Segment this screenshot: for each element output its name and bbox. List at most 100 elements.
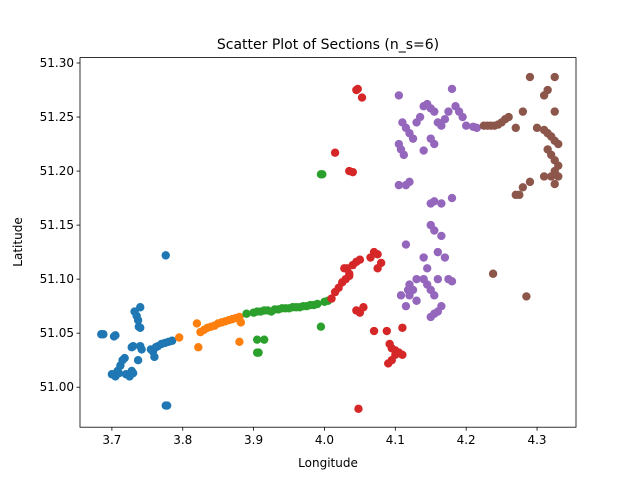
data-point	[437, 121, 446, 130]
data-point	[405, 177, 414, 187]
data-point	[458, 112, 467, 122]
data-point	[242, 309, 251, 318]
data-point	[398, 350, 407, 359]
data-point	[515, 190, 524, 200]
data-point	[550, 107, 559, 116]
data-point	[461, 121, 471, 130]
x-axis-label: Longitude	[298, 456, 358, 470]
data-point	[260, 335, 269, 344]
x-tick-label: 3.9	[244, 433, 263, 447]
data-point	[447, 193, 457, 203]
data-point	[128, 368, 138, 378]
data-point	[525, 72, 535, 82]
data-point	[447, 277, 457, 286]
data-point	[133, 355, 143, 365]
data-point	[437, 199, 446, 208]
data-point	[354, 404, 363, 414]
points-layer	[97, 72, 563, 414]
data-point	[150, 352, 159, 362]
data-point	[136, 303, 145, 312]
data-point	[192, 319, 202, 328]
data-point	[114, 368, 124, 378]
data-point	[472, 123, 481, 133]
data-point	[327, 294, 336, 303]
data-point	[488, 269, 498, 278]
data-point	[99, 330, 108, 339]
data-point	[522, 292, 531, 301]
data-point	[437, 301, 446, 311]
x-tick-label: 3.8	[173, 433, 192, 447]
data-point	[162, 401, 172, 410]
x-tick-label: 3.7	[102, 433, 121, 447]
data-point	[316, 322, 326, 331]
data-point	[419, 146, 428, 155]
data-point	[373, 250, 382, 259]
y-tick-label: 51.10	[40, 272, 74, 286]
data-point	[318, 170, 327, 179]
data-point	[161, 251, 170, 260]
data-point	[194, 343, 203, 352]
y-tick-label: 51.05	[40, 326, 74, 340]
y-tick-label: 51.20	[40, 164, 74, 178]
x-tick-label: 4.2	[457, 433, 476, 447]
data-point	[133, 316, 143, 325]
data-point	[532, 123, 542, 133]
data-point	[511, 123, 520, 133]
data-point	[412, 274, 421, 284]
data-point	[394, 91, 404, 100]
x-tick-label: 4.3	[527, 433, 546, 447]
data-point	[236, 318, 246, 327]
data-point	[355, 255, 365, 264]
plot-frame	[79, 57, 577, 428]
data-point	[382, 326, 392, 336]
x-axis-ticks: 3.7 3.8 3.9 4.0 4.1 4.2 4.3	[102, 427, 547, 447]
data-point	[120, 353, 129, 363]
data-point	[433, 274, 443, 284]
data-point	[348, 167, 357, 177]
data-point	[254, 348, 263, 357]
x-tick-label: 4.0	[315, 433, 334, 447]
data-point	[547, 172, 556, 181]
data-point	[376, 258, 386, 268]
data-point	[430, 197, 439, 206]
data-point	[430, 107, 439, 116]
y-tick-label: 51.25	[40, 110, 74, 124]
data-point	[401, 301, 411, 311]
data-point	[440, 253, 450, 262]
data-point	[525, 177, 535, 187]
data-point	[444, 107, 453, 116]
data-point	[543, 85, 552, 95]
data-point	[423, 264, 432, 273]
data-point	[398, 323, 407, 332]
y-axis-label: Latitude	[11, 217, 25, 266]
data-point	[419, 253, 428, 262]
data-point	[136, 323, 145, 332]
data-point	[330, 148, 340, 157]
data-point	[440, 115, 450, 124]
data-point	[433, 247, 443, 257]
data-point	[175, 333, 184, 342]
data-point	[430, 226, 439, 235]
y-tick-label: 51.00	[40, 380, 74, 394]
data-point	[430, 291, 439, 300]
y-tick-label: 51.15	[40, 218, 74, 232]
data-point	[518, 107, 528, 116]
data-point	[369, 326, 379, 336]
y-axis-ticks: 51.00 51.05 51.10 51.15 51.20 51.25 51.30	[40, 56, 80, 394]
data-point	[504, 112, 513, 122]
data-point	[518, 183, 528, 192]
data-point	[394, 180, 404, 190]
data-point	[399, 150, 409, 160]
data-point	[554, 172, 563, 181]
data-point	[437, 231, 446, 241]
data-point	[539, 172, 549, 181]
data-point	[550, 179, 559, 189]
data-point	[550, 72, 559, 82]
data-point	[252, 335, 262, 344]
data-point	[396, 291, 406, 300]
data-point	[554, 139, 563, 149]
chart-title: Scatter Plot of Sections (n_s=6)	[217, 37, 439, 53]
data-point	[430, 139, 439, 149]
data-point	[353, 84, 362, 94]
